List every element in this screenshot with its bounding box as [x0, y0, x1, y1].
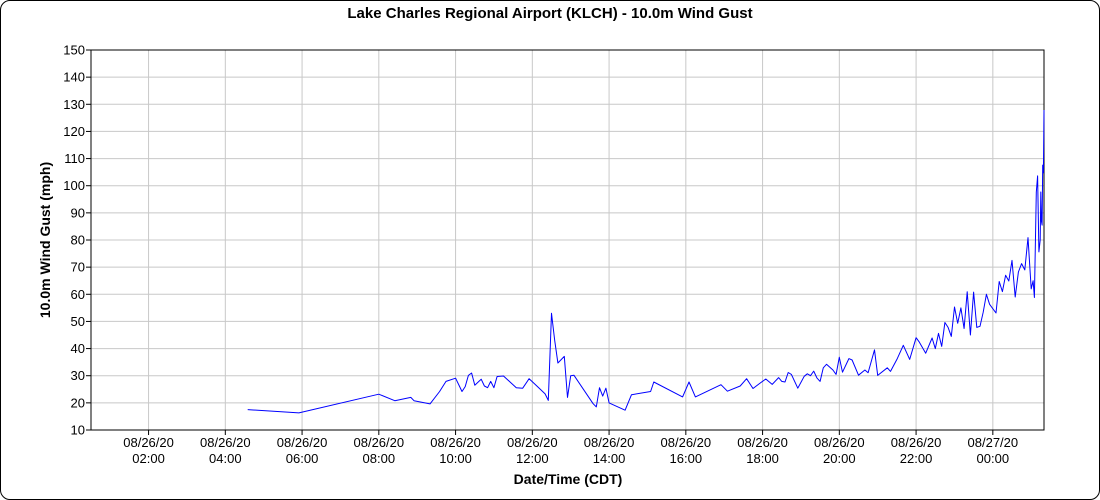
x-tick-time: 00:00 — [977, 451, 1010, 466]
x-tick-time: 16:00 — [670, 451, 703, 466]
y-axis-label: 10.0m Wind Gust (mph) — [37, 162, 53, 318]
y-tick-label: 40 — [71, 341, 85, 356]
x-tick-date: 08/26/20 — [661, 435, 712, 450]
x-tick-date: 08/26/20 — [507, 435, 558, 450]
x-tick-time: 08:00 — [363, 451, 396, 466]
x-tick-date: 08/26/20 — [354, 435, 405, 450]
x-axis-label: Date/Time (CDT) — [514, 471, 623, 487]
x-tick-date: 08/26/20 — [584, 435, 635, 450]
y-tick-label: 150 — [63, 43, 85, 58]
x-tick-date: 08/26/20 — [200, 435, 251, 450]
y-tick-label: 80 — [71, 233, 85, 248]
x-tick-date: 08/27/20 — [968, 435, 1019, 450]
series-line — [247, 109, 1045, 414]
wind-gust-line — [247, 109, 1045, 414]
y-tick-label: 110 — [64, 151, 85, 166]
x-tick-time: 10:00 — [439, 451, 472, 466]
x-tick-date: 08/26/20 — [123, 435, 174, 450]
y-tick-label: 100 — [63, 178, 85, 193]
y-tick-label: 90 — [71, 205, 85, 220]
x-tick-time: 04:00 — [209, 451, 242, 466]
x-tick-time: 18:00 — [746, 451, 779, 466]
x-tick-time: 12:00 — [516, 451, 549, 466]
y-tick-label: 70 — [71, 260, 85, 275]
x-tick-time: 20:00 — [823, 451, 856, 466]
x-tick-date: 08/26/20 — [430, 435, 481, 450]
x-tick-date: 08/26/20 — [814, 435, 865, 450]
y-tick-label: 10 — [71, 423, 85, 438]
y-tick-label: 130 — [63, 97, 85, 112]
x-tick-time: 22:00 — [900, 451, 933, 466]
x-tick-date: 08/26/20 — [277, 435, 328, 450]
x-tick-time: 14:00 — [593, 451, 626, 466]
x-tick-time: 02:00 — [132, 451, 165, 466]
x-tick-date: 08/26/20 — [737, 435, 788, 450]
x-tick-time: 06:00 — [286, 451, 319, 466]
y-tick-label: 120 — [63, 124, 85, 139]
x-tick-date: 08/26/20 — [891, 435, 942, 450]
y-axis: 10 20 30 40 50 60 70 80 90 100 110 120 130 140 150 — [63, 43, 91, 438]
y-tick-label: 50 — [71, 314, 85, 329]
x-axis: 08/26/2002:0008/26/2004:0008/26/2006:000… — [123, 430, 1018, 466]
chart-title: Lake Charles Regional Airport (KLCH) - 1… — [347, 5, 752, 22]
y-tick-label: 60 — [71, 287, 85, 302]
grid — [91, 49, 1044, 431]
y-tick-label: 140 — [63, 70, 85, 85]
y-tick-label: 20 — [71, 395, 85, 410]
y-tick-label: 30 — [71, 368, 85, 383]
